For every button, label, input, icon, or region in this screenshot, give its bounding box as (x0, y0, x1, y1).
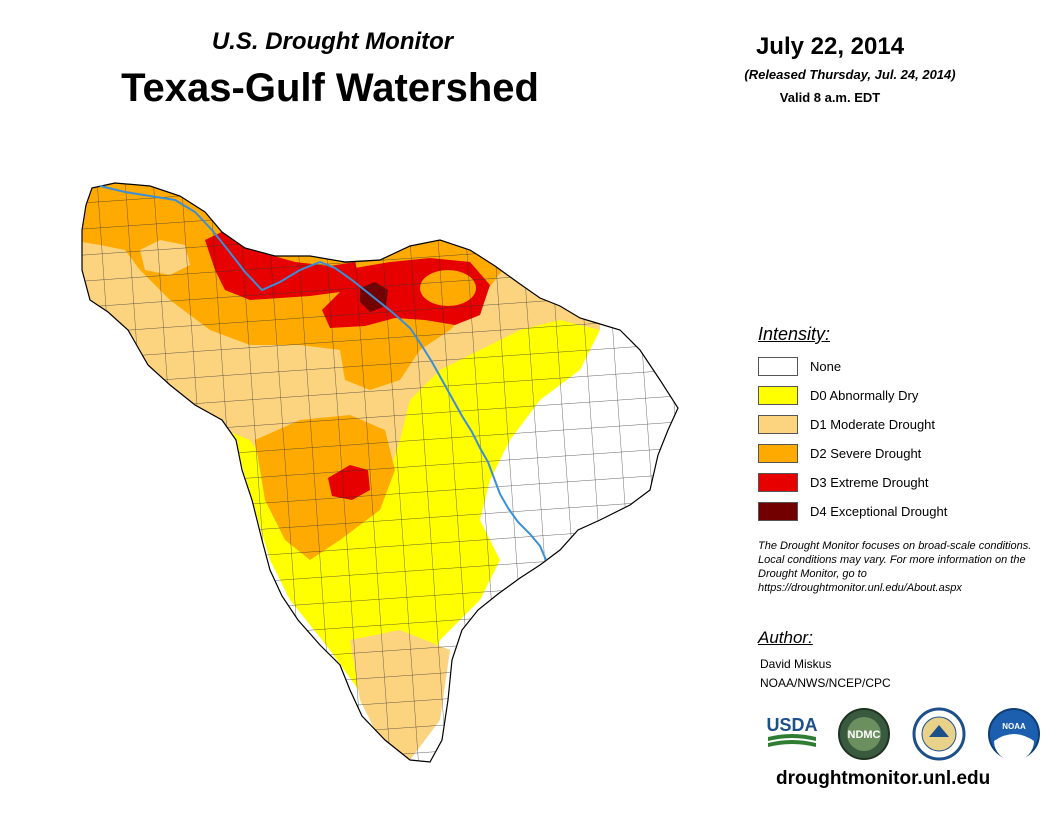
valid-time: Valid 8 a.m. EDT (779, 90, 881, 105)
legend-swatch (758, 414, 798, 434)
drought-map (81, 182, 679, 763)
author-name: David Miskus (760, 657, 832, 671)
map-date: July 22, 2014 (755, 33, 905, 60)
author-org: NOAA/NWS/NCEP/CPC (760, 676, 891, 690)
legend-item-none: None (758, 355, 841, 377)
disclaimer-note: The Drought Monitor focuses on broad-sca… (758, 540, 1032, 594)
noaa-logo: NOAA (988, 708, 1040, 761)
legend-label: D4 Exceptional Drought (810, 503, 948, 519)
release-date: (Released Thursday, Jul. 24, 2014) (744, 67, 956, 82)
river (99, 185, 547, 561)
county-lines (82, 183, 678, 762)
legend-label: D3 Extreme Drought (810, 474, 929, 490)
legend-item-d3: D3 Extreme Drought (758, 471, 929, 493)
author-heading: Author: (758, 628, 813, 647)
legend-item-d2: D2 Severe Drought (758, 442, 921, 464)
drought-areas (82, 183, 678, 762)
legend-label: D2 Severe Drought (810, 445, 922, 461)
ndmc-logo-text: NDMC (848, 729, 881, 741)
usda-logo: USDA (766, 715, 818, 747)
legend-label: None (810, 358, 842, 374)
legend-label: D1 Moderate Drought (810, 416, 936, 432)
legend-item-d0: D0 Abnormally Dry (758, 384, 918, 406)
noaa-logo-text: NOAA (1002, 722, 1026, 731)
map-subtitle: U.S. Drought Monitor (211, 28, 454, 55)
agency-logos: USDA NDMC NOAA (766, 707, 1040, 761)
website-link[interactable]: droughtmonitor.unl.edu (776, 768, 991, 789)
legend-label: D0 Abnormally Dry (810, 387, 919, 403)
legend-swatch (758, 385, 798, 405)
legend-swatch (758, 501, 798, 521)
legend-item-d1: D1 Moderate Drought (758, 413, 935, 435)
ndmc-logo: NDMC (838, 708, 890, 760)
legend-heading: Intensity: (758, 324, 831, 344)
legend-swatch (758, 356, 798, 376)
legend-swatch (758, 443, 798, 463)
commerce-logo (912, 707, 966, 761)
legend-item-d4: D4 Exceptional Drought (758, 500, 947, 522)
map-title: Texas-Gulf Watershed (121, 66, 539, 110)
usda-logo-text: USDA (766, 715, 817, 735)
legend-swatch (758, 472, 798, 492)
